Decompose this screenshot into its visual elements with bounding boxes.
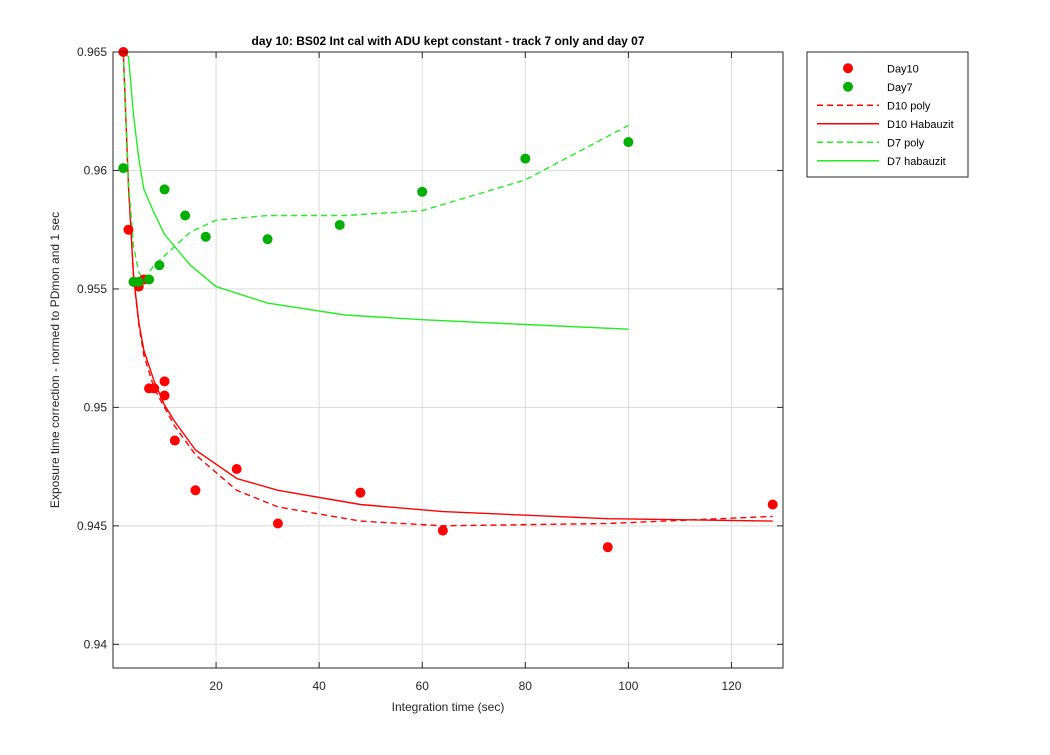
x-tick-label: 100 <box>618 679 638 693</box>
y-tick-label: 0.965 <box>77 45 107 59</box>
series-line-d10-habauzit <box>122 51 773 522</box>
legend-label-day10: Day10 <box>887 63 919 75</box>
x-tick-label: 20 <box>209 679 223 693</box>
data-point-day7 <box>144 274 155 285</box>
data-point-day7 <box>133 276 144 287</box>
y-axis-label: Exposure time correction - normed to PDm… <box>48 212 62 508</box>
x-tick-label: 120 <box>721 679 741 693</box>
data-point-day7 <box>520 153 531 164</box>
data-point-day7 <box>623 137 634 148</box>
legend-label-d10-poly: D10 poly <box>887 100 931 112</box>
legend-label-d7-habauzit: D7 habauzit <box>887 156 946 168</box>
data-point-day10 <box>169 435 180 446</box>
data-point-day10 <box>123 224 134 235</box>
data-point-day10 <box>767 499 778 510</box>
x-tick-label: 60 <box>416 679 430 693</box>
data-point-day10 <box>355 487 366 498</box>
data-point-day10 <box>437 525 448 536</box>
legend-marker-day10 <box>843 63 853 74</box>
y-tick-label: 0.95 <box>84 400 108 414</box>
data-point-day7 <box>200 231 211 242</box>
legend-box <box>806 51 969 178</box>
legend: Day10 Day7 D10 poly D10 Habauzit D7 poly D7 h… <box>806 51 969 178</box>
series-line-d7-habauzit <box>122 51 629 330</box>
series-layer <box>118 47 778 553</box>
data-point-day7 <box>154 260 165 271</box>
x-tick-label: 40 <box>312 679 326 693</box>
plot-frame <box>112 51 784 669</box>
data-point-day10 <box>149 383 160 394</box>
data-point-day7 <box>334 219 345 230</box>
data-point-day7 <box>159 184 170 195</box>
data-point-day7 <box>180 210 191 221</box>
data-point-day10 <box>190 485 201 496</box>
y-tick-label: 0.955 <box>77 282 107 296</box>
legend-label-day7: Day7 <box>887 82 913 94</box>
y-tick-label: 0.96 <box>84 163 108 177</box>
ticks: 20 40 60 80 100 120 0.94 0.945 0.95 0.955 0.96 0.96… <box>77 45 783 693</box>
grid <box>113 51 783 668</box>
y-tick-label: 0.945 <box>77 519 107 533</box>
legend-label-d7-poly: D7 poly <box>887 137 925 149</box>
chart-title: day 10: BS02 Int cal with ADU kept const… <box>252 34 645 48</box>
x-axis-label: Integration time (sec) <box>392 700 505 714</box>
legend-label-d10-habauzit: D10 Habauzit <box>887 119 954 131</box>
data-point-day10 <box>159 376 170 387</box>
data-point-day10 <box>272 518 283 529</box>
x-tick-label: 80 <box>519 679 533 693</box>
data-point-day7 <box>417 186 428 197</box>
data-point-day10 <box>159 390 170 401</box>
legend-marker-day7 <box>843 81 853 92</box>
data-point-day7 <box>262 234 273 245</box>
data-point-day10 <box>602 542 613 553</box>
data-point-day10 <box>231 463 242 474</box>
data-point-day7 <box>118 163 129 174</box>
y-tick-label: 0.94 <box>84 637 108 651</box>
